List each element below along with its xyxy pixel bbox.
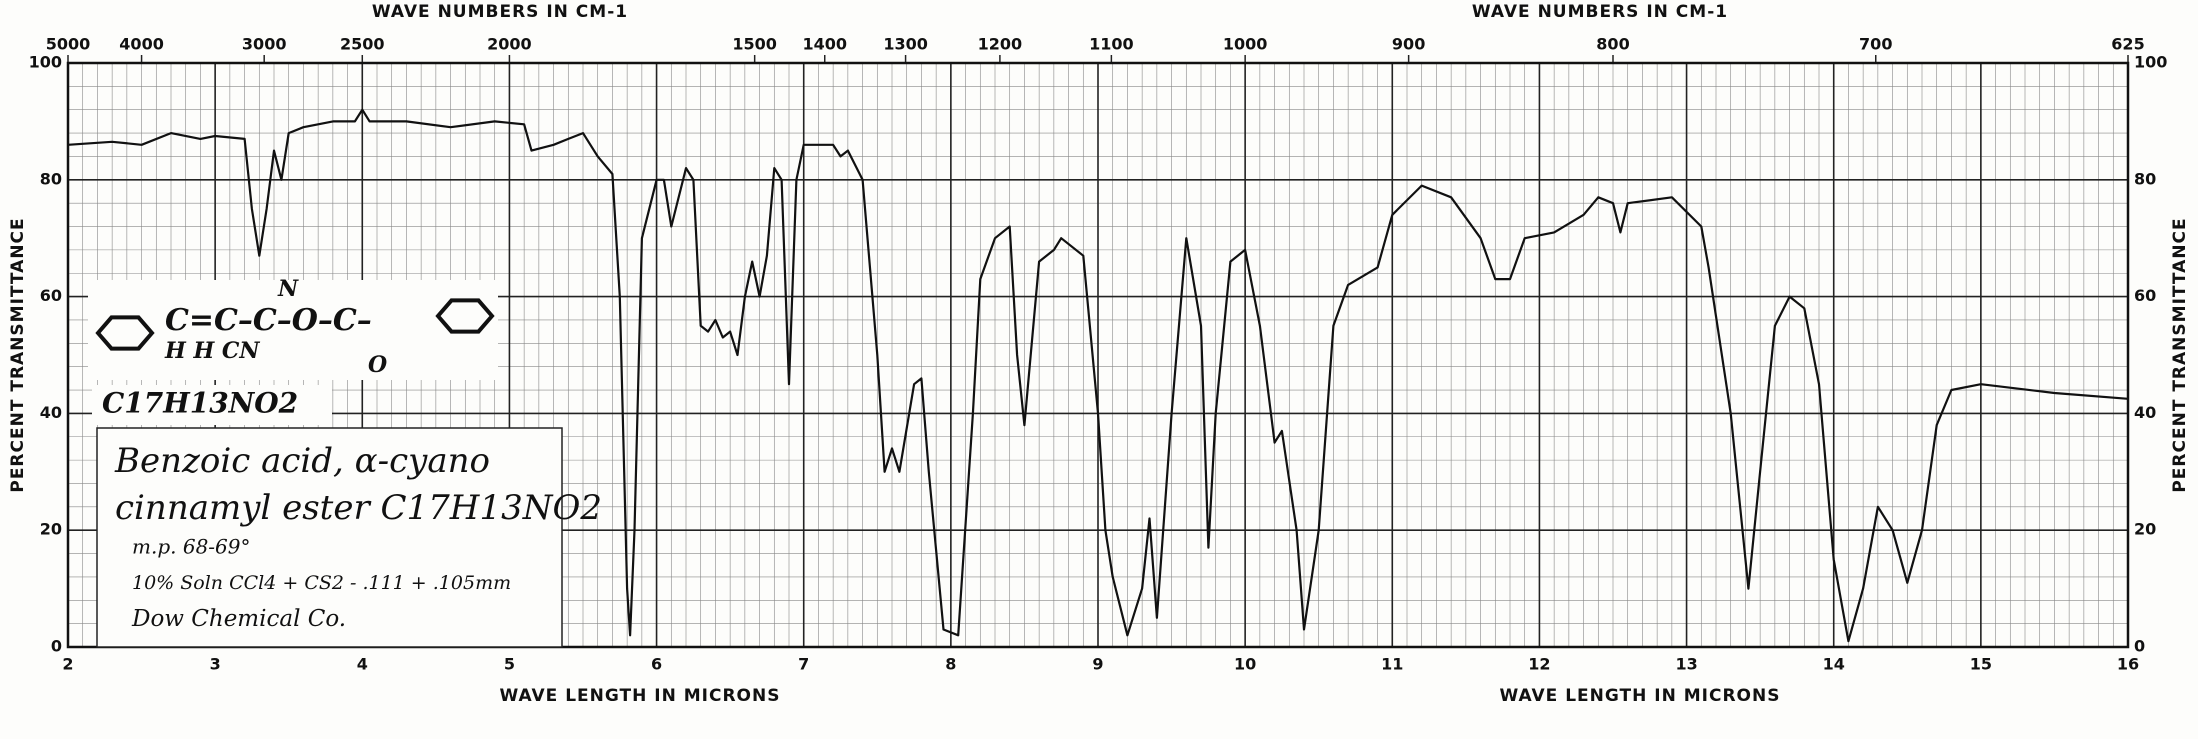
x2-tick-label: 700 [1859, 35, 1892, 54]
x2-tick-label: 5000 [46, 35, 91, 54]
x-tick-label: 10 [1234, 655, 1256, 674]
x2-tick-label: 800 [1596, 35, 1629, 54]
x2-tick-label: 625 [2111, 35, 2144, 54]
y-tick-label: 0 [51, 637, 62, 656]
structure-below: H H CN [164, 338, 260, 364]
x-tick-label: 7 [798, 655, 809, 674]
benzene-ring [435, 298, 495, 334]
x2-tick-label: 3000 [242, 35, 287, 54]
x-tick-label: 6 [651, 655, 662, 674]
y-tick-label: 80 [40, 169, 62, 188]
formula: C17H13NO2 [102, 387, 298, 420]
x-tick-label: 15 [1970, 655, 1992, 674]
y-axis-label: PERCENT TRANSMITTANCE [8, 217, 28, 492]
y-tick-label-right: 80 [2134, 169, 2156, 188]
y-tick-label-right: 60 [2134, 286, 2156, 305]
x-tick-label: 5 [504, 655, 515, 674]
x2-tick-label: 1000 [1223, 35, 1268, 54]
y-tick-label: 40 [40, 403, 62, 422]
x-tick-label: 13 [1675, 655, 1697, 674]
x-axis-label: WAVE LENGTH IN MICRONS [1500, 686, 1781, 706]
notes-box [96, 427, 563, 648]
x-tick-label: 2 [62, 655, 73, 674]
benzene-ring [95, 315, 155, 351]
x2-tick-label: 4000 [119, 35, 164, 54]
x2-tick-label: 2500 [340, 35, 385, 54]
note: 10% Soln CCl4 + CS2 - .111 + .105mm [132, 572, 511, 594]
x-tick-label: 14 [1823, 655, 1845, 674]
x-tick-label: 3 [210, 655, 221, 674]
structure-bg [88, 280, 498, 380]
y-tick-label-right: 40 [2134, 403, 2156, 422]
x2-tick-label: 2000 [487, 35, 532, 54]
x2-tick-label: 1100 [1089, 35, 1134, 54]
x2-tick-label: 1400 [802, 35, 847, 54]
y-axis-label: PERCENT TRANSMITTANCE [2170, 217, 2190, 492]
note: m.p. 68-69° [132, 535, 251, 559]
x2-tick-label: 900 [1392, 35, 1425, 54]
y-tick-label-right: 0 [2134, 637, 2145, 656]
x-tick-label: 8 [945, 655, 956, 674]
x2-tick-label: 1300 [883, 35, 928, 54]
y-tick-label: 100 [29, 53, 62, 72]
x-tick-label: 16 [2117, 655, 2139, 674]
structure-chain: C=C–C–O–C– [165, 303, 372, 338]
x2-tick-label: 1500 [732, 35, 777, 54]
y-tick-label-right: 20 [2134, 520, 2156, 539]
note: Dow Chemical Co. [131, 606, 346, 632]
x-axis-label: WAVE LENGTH IN MICRONS [500, 686, 781, 706]
y-tick-label: 20 [40, 520, 62, 539]
note: cinnamyl ester C17H13NO2 [115, 488, 602, 528]
note: Benzoic acid, α-cyano [114, 441, 490, 481]
spectrum-line [67, 108, 2129, 643]
formula-bg [92, 385, 332, 425]
x2-axis-label: WAVE NUMBERS IN CM-1 [372, 2, 628, 22]
x-tick-label: 4 [357, 655, 368, 674]
x2-tick-label: 1200 [978, 35, 1023, 54]
y-tick-label: 60 [40, 286, 62, 305]
x-tick-label: 9 [1092, 655, 1103, 674]
y-tick-label-right: 100 [2134, 53, 2167, 72]
x-tick-label: 12 [1528, 655, 1550, 674]
x2-axis-label: WAVE NUMBERS IN CM-1 [1472, 2, 1728, 22]
x-tick-label: 11 [1381, 655, 1403, 674]
structure-top: N [277, 276, 299, 302]
plot-frame [66, 61, 2130, 649]
structure-carbonyl: O [368, 352, 387, 378]
